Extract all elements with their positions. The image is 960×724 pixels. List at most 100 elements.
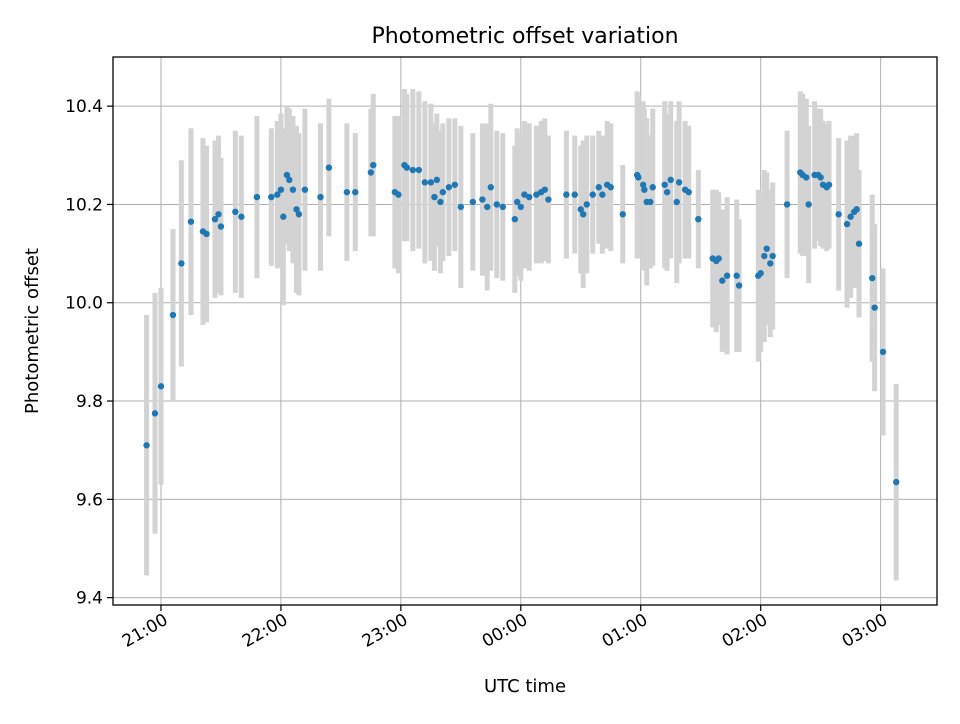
data-point	[803, 174, 810, 181]
data-point	[673, 198, 680, 206]
data-point	[511, 215, 519, 223]
data-point	[675, 179, 683, 186]
data-point	[238, 213, 245, 220]
data-point	[893, 478, 900, 486]
data-point	[583, 201, 590, 208]
x-axis-label: UTC time	[484, 676, 566, 697]
data-point	[445, 184, 453, 191]
data-point	[685, 188, 692, 196]
data-point	[169, 311, 177, 319]
data-point	[253, 193, 261, 201]
data-point	[469, 198, 477, 206]
data-point	[427, 179, 435, 186]
data-point	[293, 206, 300, 213]
data-point	[599, 191, 606, 198]
x-tick-label: 21:00	[119, 610, 171, 652]
data-point	[178, 260, 185, 267]
data-point	[521, 191, 528, 198]
data-point	[317, 193, 324, 201]
data-point	[289, 186, 297, 193]
data-point	[484, 203, 491, 211]
data-point	[577, 206, 584, 213]
data-point	[277, 186, 285, 193]
data-point	[853, 206, 860, 213]
data-point	[735, 282, 743, 289]
data-point	[869, 274, 876, 282]
error-bars	[144, 88, 899, 581]
data-point	[409, 166, 417, 174]
data-point	[783, 201, 791, 208]
data-point	[563, 191, 570, 198]
data-points	[143, 161, 900, 486]
data-point	[421, 179, 429, 186]
data-point	[431, 193, 438, 201]
data-point	[733, 272, 740, 279]
data-point	[843, 220, 851, 228]
data-point	[352, 188, 359, 196]
data-point	[232, 208, 239, 216]
data-point	[367, 169, 375, 176]
y-tick-label: 9.8	[76, 392, 103, 412]
data-point	[487, 184, 495, 191]
data-point	[639, 181, 647, 188]
data-point	[451, 181, 459, 188]
data-point	[433, 176, 441, 184]
data-point	[663, 188, 671, 196]
data-point	[761, 252, 768, 260]
data-point	[879, 348, 887, 356]
x-tick-label: 22:00	[239, 610, 291, 652]
data-point	[579, 211, 587, 218]
data-point	[661, 181, 668, 188]
data-point	[541, 186, 548, 193]
data-point	[589, 191, 596, 198]
chart-title: Photometric offset variation	[371, 24, 678, 49]
y-axis-label: Photometric offset	[22, 248, 43, 414]
y-tick-label: 9.4	[76, 589, 103, 609]
data-point	[493, 201, 501, 208]
data-point	[871, 304, 878, 311]
data-point	[283, 171, 291, 179]
data-point	[719, 277, 726, 284]
data-point	[415, 166, 423, 174]
data-point	[769, 252, 776, 260]
y-tick-label: 10.4	[65, 97, 103, 117]
data-point	[517, 203, 525, 211]
y-tick-label: 10.2	[65, 195, 103, 215]
data-point	[847, 213, 854, 220]
y-axis-ticks: 9.4 9.6 9.8 10.0 10.2 10.4	[65, 97, 113, 609]
data-point	[641, 186, 648, 193]
plot-frame	[112, 56, 938, 606]
data-point	[767, 260, 774, 267]
data-point	[695, 215, 702, 223]
data-point	[439, 188, 447, 196]
data-point	[499, 203, 507, 211]
data-point	[715, 255, 722, 262]
data-point	[437, 198, 444, 206]
data-point	[343, 188, 351, 196]
data-point	[647, 198, 654, 206]
data-point	[649, 184, 656, 191]
data-point	[268, 193, 275, 201]
data-point	[607, 184, 614, 191]
data-point	[533, 191, 540, 198]
x-tick-label: 00:00	[479, 610, 531, 652]
data-point	[157, 383, 165, 390]
data-point	[855, 240, 863, 247]
data-point	[211, 215, 219, 223]
data-point	[143, 442, 150, 449]
data-point	[667, 176, 674, 184]
data-point	[286, 176, 293, 184]
data-point	[187, 218, 195, 225]
data-point	[215, 211, 222, 218]
data-point	[805, 201, 812, 208]
data-point	[203, 230, 210, 238]
data-point	[395, 191, 402, 198]
data-point	[403, 164, 411, 171]
data-point	[457, 203, 465, 211]
data-point	[545, 196, 552, 203]
data-point	[295, 211, 303, 218]
data-point	[280, 213, 287, 220]
data-point	[635, 174, 642, 181]
